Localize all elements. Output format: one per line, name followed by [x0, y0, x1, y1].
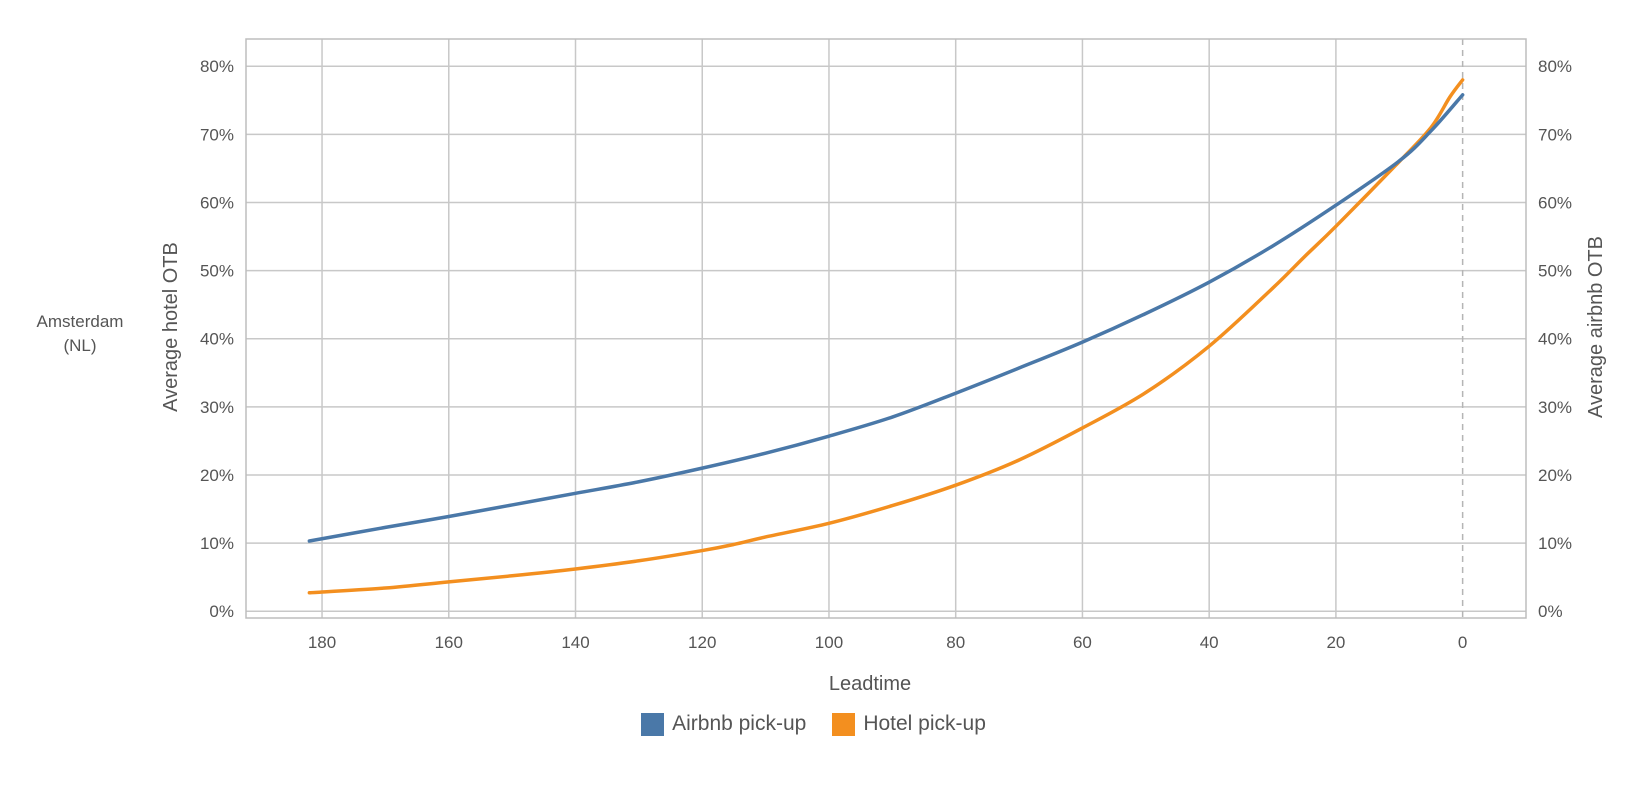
x-tick-label: 0 [1458, 633, 1467, 652]
series-lines [307, 78, 1465, 595]
y-tick-label-left: 20% [200, 466, 234, 485]
plot-border [245, 38, 1527, 619]
y-tick-label-left: 50% [200, 262, 234, 281]
y-tick-label-right: 10% [1538, 534, 1572, 553]
y-tick-label-right: 20% [1538, 466, 1572, 485]
y-tick-label-right: 80% [1538, 57, 1572, 76]
y-tick-label-right: 0% [1538, 602, 1563, 621]
y-tick-label-left: 80% [200, 57, 234, 76]
x-tick-label: 160 [435, 633, 463, 652]
y-tick-label-right: 30% [1538, 398, 1572, 417]
series-line-hotel [307, 78, 1465, 595]
x-tick-label: 20 [1326, 633, 1345, 652]
y-tick-label-left: 10% [200, 534, 234, 553]
plot-frame [245, 38, 1527, 619]
legend-item-hotel: Hotel pick-up [832, 712, 986, 736]
y-axis-title-left: Average hotel OTB [160, 242, 182, 412]
legend-swatch-hotel [832, 712, 856, 736]
y-tick-label-left: 30% [200, 398, 234, 417]
row-label-city: Amsterdam [36, 312, 124, 331]
y-tick-label-right: 40% [1538, 330, 1572, 349]
x-axis-title: Leadtime [829, 673, 911, 695]
y-tick-label-right: 50% [1538, 262, 1572, 281]
y-tick-label-left: 0% [209, 602, 234, 621]
y-tick-label-left: 60% [200, 193, 234, 212]
series-line-airbnb [307, 93, 1465, 543]
legend-label-airbnb: Airbnb pick-up [672, 712, 807, 735]
x-tick-label: 100 [815, 633, 843, 652]
y-axis-title-right: Average airbnb OTB [1585, 236, 1607, 418]
tick-labels: 0% 0% 10% 10% 20% 20% 30% 30% 40% 40% 50% 50% 60% 60%… [200, 57, 1572, 652]
y-tick-label-left: 40% [200, 330, 234, 349]
y-tick-label-left: 70% [200, 125, 234, 144]
x-tick-label: 120 [688, 633, 716, 652]
x-tick-label: 140 [561, 633, 589, 652]
row-label-country: (NL) [63, 336, 97, 355]
y-tick-label-right: 70% [1538, 125, 1572, 144]
x-tick-label: 60 [1073, 633, 1092, 652]
grid [246, 39, 1526, 618]
legend-swatch-airbnb [641, 712, 665, 736]
legend-item-airbnb: Airbnb pick-up [641, 712, 806, 736]
legend: Airbnb pick-up Hotel pick-up [0, 712, 1627, 736]
x-tick-label: 40 [1200, 633, 1219, 652]
x-tick-label: 180 [308, 633, 336, 652]
x-tick-label: 80 [946, 633, 965, 652]
row-label: Amsterdam (NL) [20, 310, 140, 358]
legend-label-hotel: Hotel pick-up [863, 712, 986, 735]
y-tick-label-right: 60% [1538, 193, 1572, 212]
